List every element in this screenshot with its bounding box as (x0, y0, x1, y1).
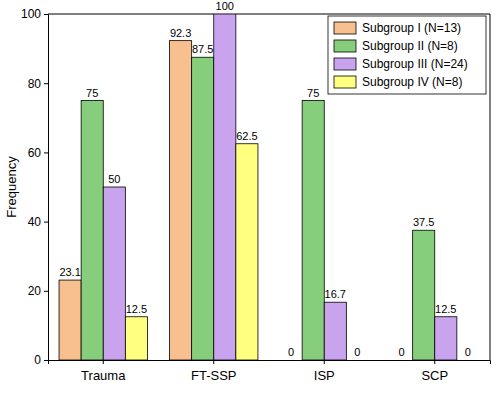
data-label: 37.5 (413, 216, 434, 228)
data-label: 12.5 (435, 303, 456, 315)
y-tick-label: 60 (28, 146, 42, 160)
y-axis-line (44, 15, 49, 361)
bar (125, 317, 147, 360)
data-label: 16.7 (325, 288, 346, 300)
legend-item: Subgroup IV (N=8) (334, 75, 462, 89)
y-tick-mark (44, 291, 48, 292)
legend-item: Subgroup III (N=24) (334, 57, 468, 71)
y-tick-label: 40 (28, 215, 42, 229)
data-label: 87.5 (192, 43, 213, 55)
bar (59, 280, 81, 360)
y-axis-title: Frequency (4, 156, 19, 218)
bar (435, 317, 457, 360)
bar (346, 360, 368, 361)
y-tick-label: 20 (28, 284, 42, 298)
x-axis: Trauma FT-SSP ISP SCP (49, 360, 491, 383)
y-tick: 80 (28, 77, 48, 91)
plot: 23.1 92.3 0 0 75 87.5 75 37.5 50 100 16.7 12.5 12.5 6… (21, 0, 491, 383)
legend-item: Subgroup I (N=13) (334, 21, 461, 35)
y-axis: 0 20 40 60 80 100 (21, 7, 49, 367)
data-label: 23.1 (59, 266, 80, 278)
x-tick-mark (103, 360, 104, 364)
bar (170, 41, 192, 360)
y-tick-mark (44, 222, 48, 223)
y-tick: 20 (28, 284, 48, 298)
legend-label: Subgroup I (N=13) (362, 21, 461, 35)
y-tick-label: 0 (34, 353, 41, 367)
legend-item: Subgroup II (N=8) (334, 39, 458, 53)
plot-frame (48, 14, 490, 360)
data-label: 75 (307, 87, 319, 99)
legend-label: Subgroup II (N=8) (362, 39, 458, 53)
y-tick-mark (44, 360, 48, 361)
y-tick-label: 100 (21, 7, 41, 21)
x-tick: FT-SSP (191, 360, 237, 383)
data-label: 12.5 (126, 303, 147, 315)
legend-swatch (334, 22, 356, 34)
y-tick-mark (44, 152, 48, 153)
bar (302, 101, 324, 361)
legend-swatch (334, 76, 356, 88)
data-label: 50 (108, 173, 120, 185)
x-axis-line (49, 361, 491, 365)
bar (391, 360, 413, 361)
x-tick-mark (324, 360, 325, 364)
y-tick-mark (44, 14, 48, 15)
legend-label: Subgroup IV (N=8) (362, 75, 462, 89)
bar (413, 230, 435, 360)
y-tick: 100 (21, 7, 48, 21)
data-label: 0 (399, 346, 405, 358)
legend-swatch (334, 40, 356, 52)
legend: Subgroup I (N=13) Subgroup II (N=8) Subgro… (328, 16, 486, 94)
x-tick-mark (434, 360, 435, 364)
x-tick-mark (213, 360, 214, 364)
bar (324, 302, 346, 360)
bar (103, 187, 125, 360)
bar (457, 360, 479, 361)
y-tick: 0 (34, 353, 48, 367)
data-label: 0 (354, 346, 360, 358)
bar (81, 101, 103, 361)
y-tick-mark (44, 83, 48, 84)
x-tick-label: FT-SSP (191, 368, 237, 383)
bar (192, 57, 214, 360)
data-label: 62.5 (236, 130, 257, 142)
data-label: 92.3 (170, 27, 191, 39)
data-label: 75 (86, 87, 98, 99)
x-tick: ISP (314, 360, 335, 383)
x-tick-label: Trauma (81, 368, 126, 383)
y-tick: 40 (28, 215, 48, 229)
data-label: 0 (465, 346, 471, 358)
bar (236, 144, 258, 360)
x-tick: SCP (421, 360, 448, 383)
bar (214, 14, 236, 360)
chart-svg: 23.1 92.3 0 0 75 87.5 75 37.5 50 100 16.7 12.5 12.5 6… (0, 0, 500, 393)
data-label: 100 (216, 0, 234, 12)
legend-box (328, 16, 486, 94)
x-tick: Trauma (81, 360, 126, 383)
data-label: 0 (288, 346, 294, 358)
y-tick-label: 80 (28, 77, 42, 91)
x-tick-label: SCP (421, 368, 448, 383)
bar (280, 360, 302, 361)
x-tick-label: ISP (314, 368, 335, 383)
legend-swatch (334, 58, 356, 70)
legend-label: Subgroup III (N=24) (362, 57, 468, 71)
y-tick: 60 (28, 146, 48, 160)
